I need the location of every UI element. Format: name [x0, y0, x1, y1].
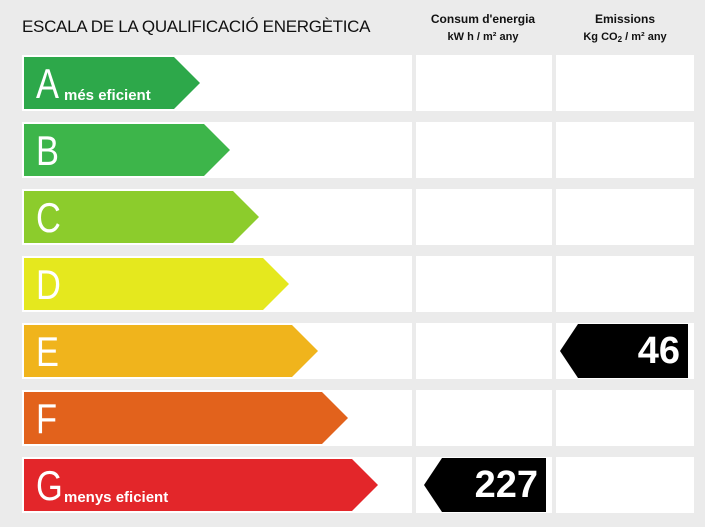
rating-row-f: F: [22, 390, 694, 446]
emissions-cell: [556, 189, 694, 245]
consum-cell: [416, 122, 552, 178]
class-arrow: F: [24, 392, 348, 444]
class-arrow: C: [24, 191, 259, 243]
class-letter: B: [36, 127, 59, 174]
scale-cell: B: [22, 122, 412, 178]
emissions-cell: [556, 256, 694, 312]
consum-cell: [416, 323, 552, 379]
consum-cell: [416, 390, 552, 446]
consum-cell: [416, 256, 552, 312]
class-letter: A: [36, 60, 59, 107]
emissions-cell: [556, 55, 694, 111]
scale-cell: C: [22, 189, 412, 245]
emissions-cell: [556, 390, 694, 446]
rating-row-c: C: [22, 189, 694, 245]
rating-row-d: D: [22, 256, 694, 312]
class-arrow: D: [24, 258, 289, 310]
class-note: menys eficient: [64, 489, 169, 506]
class-arrow: E: [24, 325, 318, 377]
page-title: ESCALA DE LA QUALIFICACIÓ ENERGÈTICA: [22, 17, 371, 36]
class-letter: E: [36, 328, 59, 375]
class-arrow: B: [24, 124, 230, 176]
consum-value: 227: [474, 464, 538, 506]
scale-cell: D: [22, 256, 412, 312]
rating-row-e: E 46: [22, 323, 694, 379]
emissions-cell: 46: [556, 323, 694, 379]
consum-cell: [416, 189, 552, 245]
class-note: més eficient: [64, 87, 151, 104]
class-letter: C: [36, 194, 61, 241]
scale-cell: E: [22, 323, 412, 379]
emissions-cell: [556, 122, 694, 178]
scale-cell: F: [22, 390, 412, 446]
emissions-value: 46: [637, 330, 680, 372]
emissions-heading: Emissions: [594, 12, 656, 26]
consum-cell: [416, 55, 552, 111]
consum-cell: 227: [416, 457, 552, 513]
consum-rating-tag: 227: [424, 458, 546, 512]
emissions-unit: Kg CO2 / m² any: [583, 31, 667, 44]
class-letter: F: [36, 395, 58, 442]
emissions-column-header: Emissions Kg CO2 / m² any: [556, 10, 694, 49]
emissions-cell: [556, 457, 694, 513]
consum-heading: Consum d'energia: [430, 12, 536, 26]
consum-unit: kW h / m² any: [447, 31, 519, 43]
class-letter: D: [36, 261, 61, 308]
consum-column-header: Consum d'energia kW h / m² any: [414, 10, 552, 46]
emissions-rating-tag: 46: [560, 324, 688, 378]
rating-row-b: B: [22, 122, 694, 178]
class-letter: G: [36, 462, 63, 509]
